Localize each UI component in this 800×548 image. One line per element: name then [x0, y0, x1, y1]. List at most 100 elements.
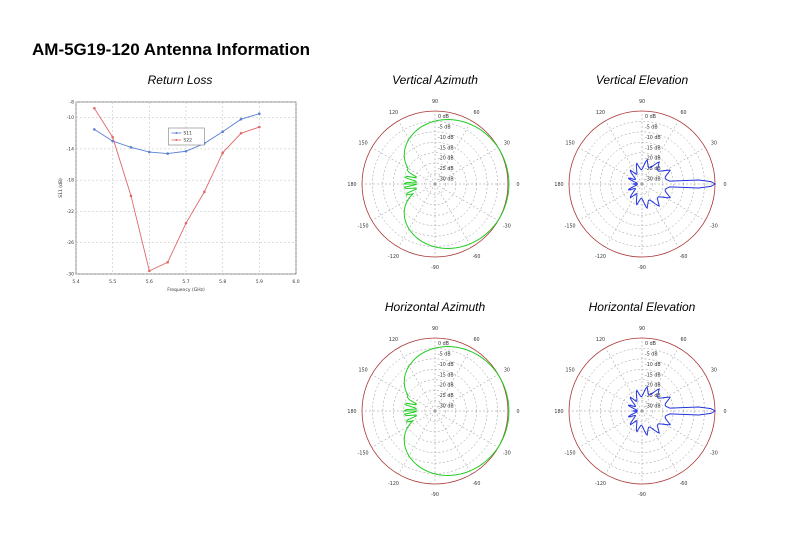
legend-label: S22	[183, 138, 192, 144]
angle-label: -150	[565, 451, 576, 457]
angle-label: 30	[504, 368, 510, 374]
polar-spoke	[371, 183, 436, 221]
polar-spoke	[578, 410, 643, 448]
y-tick-label: -18	[67, 178, 74, 184]
horizontal-elevation-title: Horizontal Elevation	[588, 300, 696, 314]
angle-label: -90	[431, 492, 439, 498]
data-point-s11	[129, 146, 133, 149]
ring-label: -30 dB	[645, 177, 661, 183]
y-axis-label: S11 (dB)	[58, 178, 64, 198]
x-tick-label: 5.7	[182, 279, 189, 285]
angle-label: -150	[358, 451, 369, 457]
angle-label: 150	[566, 141, 575, 147]
polar-spoke	[641, 410, 706, 448]
polar-spoke	[434, 347, 472, 412]
polar-ring	[631, 400, 653, 422]
angle-label: -30	[503, 224, 511, 230]
angle-label: -150	[565, 224, 576, 230]
x-tick-label: 5.4	[72, 279, 79, 285]
polar-spoke	[641, 183, 679, 248]
angle-label: -120	[388, 254, 399, 260]
polar-ring	[610, 152, 674, 216]
angle-label: 60	[473, 110, 479, 116]
data-point-s22	[239, 131, 243, 135]
legend-box	[168, 127, 205, 146]
ring-label: -15 dB	[438, 145, 454, 151]
ring-label: -20 dB	[438, 156, 454, 162]
vertical-elevation-chart: 0 30 60 90 120 150 180 -150 -120 -90 -60 -30 0 dB -5 …	[554, 99, 726, 271]
angle-label: 150	[359, 368, 368, 374]
ring-label: 0 dB	[645, 341, 656, 347]
data-point-s11	[93, 128, 96, 131]
ring-label: -10 dB	[645, 362, 661, 368]
polar-spoke	[605, 410, 643, 475]
data-point-s22	[221, 151, 224, 155]
ring-label: 0 dB	[645, 114, 656, 120]
polar-ring	[424, 400, 446, 422]
y-tick-label: -14	[67, 146, 74, 152]
polar-spoke	[434, 374, 499, 412]
angle-label: -60	[680, 254, 688, 260]
ring-label: 0 dB	[438, 114, 449, 120]
angle-label: 30	[504, 141, 510, 147]
data-point-s11	[166, 152, 169, 155]
horizontal-elevation-chart: 0 30 60 90 120 150 180 -150 -120 -90 -60 -30 0 dB -5 …	[554, 326, 726, 498]
polar-ring	[631, 173, 653, 195]
angle-label: 60	[680, 337, 686, 343]
polar-ring	[424, 173, 446, 195]
x-tick-label: 5.9	[256, 279, 263, 285]
angle-label: 0	[516, 182, 519, 188]
y-tick-label: -26	[67, 240, 74, 246]
legend-label: S11	[183, 131, 192, 137]
y-tick-label: -10	[67, 115, 74, 121]
x-tick-label: 5.6	[146, 279, 153, 285]
return-loss-chart: 5.4 5.5 5.6 5.7 5.8 5.9 6.0 -8 -10 -14 -18 -22 -26 -3…	[58, 100, 300, 294]
ring-label: -30 dB	[645, 404, 661, 410]
ring-label: -15 dB	[438, 372, 454, 378]
ring-label: 0 dB	[438, 341, 449, 347]
radiation-pattern	[628, 158, 716, 210]
angle-label: -90	[431, 265, 439, 271]
angle-label: 120	[596, 110, 605, 116]
angle-label: -120	[595, 481, 606, 487]
polar-ring	[403, 152, 467, 216]
angle-label: 30	[711, 368, 717, 374]
x-tick-label: 5.5	[109, 279, 116, 285]
polar-spoke	[641, 183, 706, 221]
data-point-s22	[258, 125, 261, 129]
polar-spoke	[434, 410, 472, 475]
vertical-azimuth-title: Vertical Azimuth	[392, 73, 478, 87]
angle-label: 90	[639, 326, 645, 332]
vertical-elevation-title: Vertical Elevation	[595, 73, 689, 87]
angle-label: 90	[432, 326, 438, 332]
angle-label: -60	[473, 481, 481, 487]
angle-label: 180	[347, 409, 356, 415]
ring-label: -20 dB	[438, 383, 454, 389]
polar-spoke	[434, 120, 472, 185]
ring-label: -20 dB	[645, 156, 661, 162]
horizontal-azimuth-title: Horizontal Azimuth	[384, 300, 486, 314]
polar-spoke	[398, 183, 436, 248]
angle-label: 60	[473, 337, 479, 343]
angle-label: -120	[595, 254, 606, 260]
data-point-s11	[148, 150, 151, 154]
page-title: AM-5G19-120 Antenna Information	[32, 40, 311, 59]
angle-label: -60	[680, 481, 688, 487]
polar-spoke	[605, 183, 643, 248]
polar-spoke	[398, 410, 436, 475]
series-line-s22	[93, 108, 260, 272]
polar-spoke	[434, 410, 499, 448]
polar-spoke	[641, 374, 706, 412]
ring-label: -10 dB	[438, 362, 454, 368]
polar-spoke	[371, 374, 436, 412]
ring-label: -10 dB	[645, 135, 661, 141]
ring-label: -5 dB	[645, 124, 658, 130]
data-point-s11	[184, 149, 188, 153]
data-point-s11	[239, 117, 243, 121]
horizontal-azimuth-chart: 0 30 60 90 120 150 180 -150 -120 -90 -60 -30 0 dB -5 …	[347, 326, 519, 498]
radiation-pattern	[403, 118, 510, 250]
polar-ring	[372, 121, 498, 247]
ring-label: -10 dB	[438, 135, 454, 141]
x-tick-label: 6.0	[292, 279, 299, 285]
polar-spoke	[578, 183, 643, 221]
